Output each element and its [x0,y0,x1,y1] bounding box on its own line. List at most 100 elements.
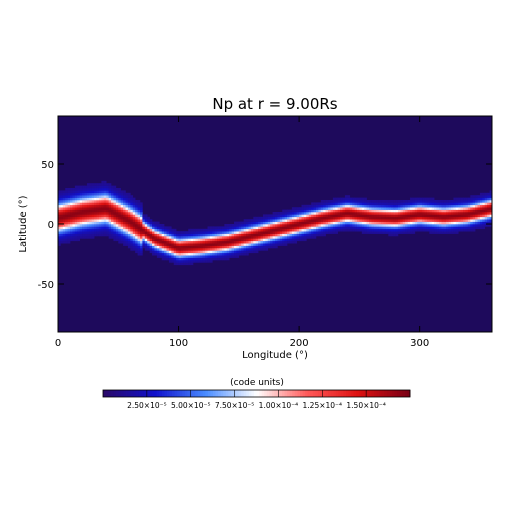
heatmap-cell [419,214,423,218]
heatmap-cell [349,204,353,208]
heatmap-cell [465,214,469,218]
heatmap-cell [465,216,469,220]
heatmap-cell [86,233,90,237]
heatmap-cell [185,255,189,258]
heatmap-cell [86,202,90,206]
heatmap-cell [477,195,481,198]
heatmap-cell [275,221,278,225]
heatmap-cell [89,224,93,227]
heatmap-cell [229,228,232,232]
heatmap-cell [60,209,64,213]
heatmap-cell [328,219,331,222]
heatmap-cell [431,231,435,234]
heatmap-cell [173,252,177,256]
heatmap-cell [132,231,136,234]
heatmap-cell [448,221,452,225]
heatmap-cell [217,226,220,230]
heatmap-cell [361,197,365,201]
heatmap-cell [366,224,370,227]
heatmap-cell [127,214,131,218]
colorbar-segment [289,390,293,397]
heatmap-cell [180,260,184,263]
heatmap-cell [236,252,240,256]
heatmap-cell [205,243,208,246]
heatmap-cell [460,224,464,227]
heatmap-cell [226,226,230,230]
heatmap-cell [84,190,88,194]
heatmap-cell [70,209,73,213]
heatmap-cell [161,236,165,239]
heatmap-cell [255,250,259,254]
heatmap-cell [67,238,71,242]
heatmap-cell [137,245,141,249]
heatmap-cell [205,231,208,234]
heatmap-cell [118,190,121,194]
heatmap-cell [417,224,420,227]
heatmap-cell [197,257,201,261]
heatmap-cell [156,236,160,239]
heatmap-cell [308,204,312,208]
heatmap-cell [340,200,343,203]
heatmap-cell [250,250,254,254]
heatmap-cell [118,214,121,218]
heatmap-cell [217,240,220,244]
heatmap-cell [205,238,208,242]
heatmap-cell [342,224,346,227]
heatmap-cell [265,226,269,230]
heatmap-cell [467,214,471,218]
heatmap-cell [364,221,367,225]
heatmap-cell [436,209,440,213]
heatmap-cell [106,226,109,230]
heatmap-cell [58,231,61,234]
heatmap-cell [311,224,314,227]
heatmap-cell [299,209,302,213]
heatmap-cell [265,240,269,244]
heatmap-cell [84,226,88,230]
heatmap-cell [443,212,447,215]
heatmap-cell [383,207,387,210]
heatmap-cell [330,214,334,218]
heatmap-cell [455,207,459,210]
heatmap-cell [282,240,285,244]
heatmap-cell [356,204,360,208]
heatmap-cell [72,219,76,222]
heatmap-cell [397,224,401,227]
heatmap-cell [79,236,83,239]
heatmap-cell [70,200,73,203]
heatmap-cell [431,202,435,206]
heatmap-cell [328,221,331,225]
heatmap-cell [446,214,449,218]
heatmap-cell [260,228,264,232]
heatmap-cell [96,216,100,220]
heatmap-cell [296,228,300,232]
heatmap-cell [79,228,83,232]
heatmap-cell [98,192,102,196]
heatmap-cell [455,224,459,227]
heatmap-cell [139,236,143,239]
heatmap-cell [330,200,334,203]
heatmap-cell [330,202,334,206]
heatmap-cell [188,228,191,232]
heatmap-cell [248,228,252,232]
heatmap-cell [272,226,276,230]
heatmap-cell [125,233,129,237]
heatmap-cell [303,226,307,230]
heatmap-cell [443,202,447,206]
heatmap-cell [94,224,97,227]
heatmap-cell [108,224,112,227]
heatmap-cell [159,226,162,230]
heatmap-cell [431,221,435,225]
heatmap-cell [241,243,244,246]
heatmap-cell [168,226,172,230]
heatmap-cell [120,216,124,220]
heatmap-cell [91,226,95,230]
heatmap-cell [378,204,382,208]
heatmap-cell [424,214,428,218]
x-tick-label: 300 [410,338,429,349]
heatmap-cell [470,202,474,206]
heatmap-cell [291,214,295,218]
heatmap-cell [236,224,240,227]
heatmap-cell [144,231,148,234]
heatmap-cell [376,202,379,206]
heatmap-cell [248,248,252,251]
